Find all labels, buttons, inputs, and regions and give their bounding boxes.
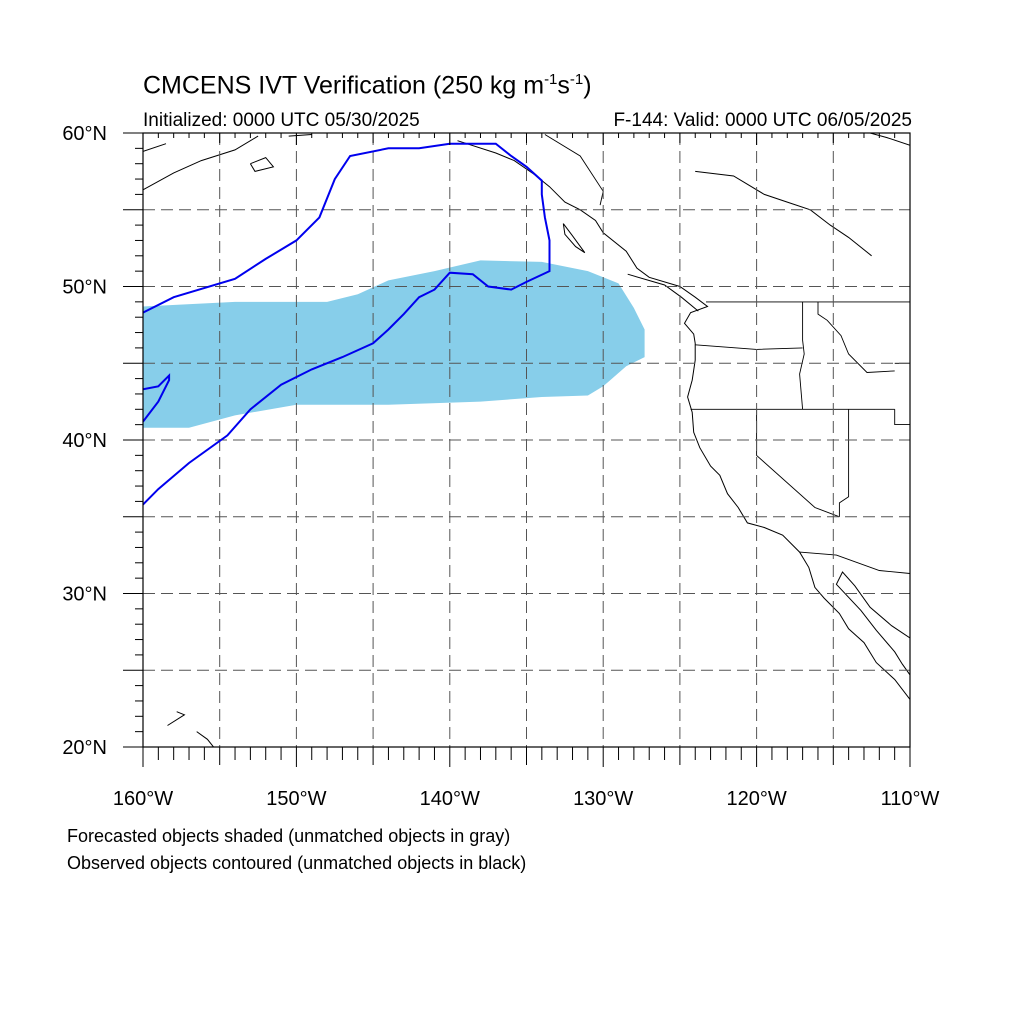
caption-observed: Observed objects contoured (unmatched ob… bbox=[67, 853, 527, 873]
lat-tick-label: 20°N bbox=[62, 737, 107, 759]
lon-tick-label: 120°W bbox=[726, 788, 786, 810]
coastline bbox=[835, 571, 910, 676]
coastline bbox=[562, 223, 586, 254]
political-boundary bbox=[544, 134, 604, 206]
coastline bbox=[196, 731, 215, 747]
coastline bbox=[167, 711, 186, 726]
political-boundary bbox=[756, 409, 840, 518]
map-title: CMCENS IVT Verification (250 kg m-1s-1) bbox=[143, 71, 592, 100]
political-boundary bbox=[894, 409, 910, 426]
lon-tick-label: 110°W bbox=[881, 788, 940, 810]
coastline bbox=[143, 135, 259, 191]
lat-tick-label: 60°N bbox=[62, 123, 107, 145]
valid-time: F-144: Valid: 0000 UTC 06/05/2025 bbox=[613, 110, 912, 131]
lon-tick-label: 160°W bbox=[113, 788, 173, 810]
political-boundary bbox=[799, 301, 805, 410]
lat-tick-label: 40°N bbox=[62, 430, 107, 452]
coastline bbox=[869, 133, 910, 146]
lon-tick-label: 130°W bbox=[573, 788, 633, 810]
coastline bbox=[627, 273, 699, 312]
lon-tick-label: 150°W bbox=[266, 788, 326, 810]
coastline bbox=[249, 157, 275, 172]
forecast-object bbox=[143, 260, 645, 428]
lon-tick-label: 140°W bbox=[420, 788, 480, 810]
coastline bbox=[288, 134, 312, 137]
lat-tick-label: 50°N bbox=[62, 277, 107, 299]
observed-object-small bbox=[143, 373, 171, 423]
observed-object bbox=[143, 142, 551, 506]
coastline bbox=[457, 140, 910, 700]
lat-tick-label: 30°N bbox=[62, 584, 107, 606]
political-boundary bbox=[817, 301, 895, 373]
coastline bbox=[143, 143, 167, 152]
caption-forecast: Forecasted objects shaded (unmatched obj… bbox=[67, 826, 511, 846]
political-boundary bbox=[695, 344, 803, 350]
coastline bbox=[695, 170, 872, 257]
initialized-time: Initialized: 0000 UTC 05/30/2025 bbox=[143, 110, 420, 131]
political-boundary bbox=[799, 551, 910, 574]
political-boundary bbox=[838, 409, 850, 517]
